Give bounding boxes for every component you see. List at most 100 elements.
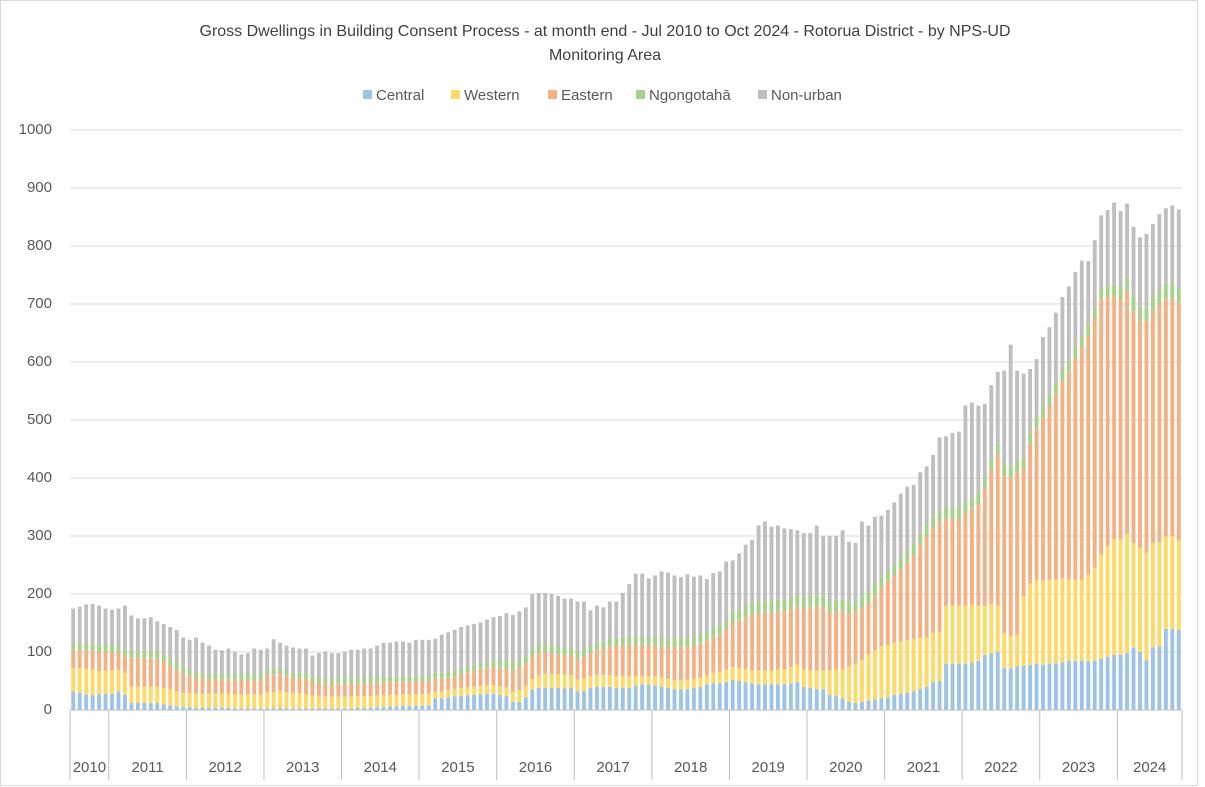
bar-segment — [562, 598, 567, 647]
bar-segment — [187, 693, 192, 708]
bar-segment — [1041, 406, 1045, 419]
bar-segment — [1047, 405, 1052, 580]
bar-segment — [801, 533, 806, 597]
bar-segment — [885, 569, 890, 582]
bar-segment — [1150, 296, 1155, 311]
bar-segment — [969, 604, 974, 663]
bar-segment — [982, 605, 987, 655]
x-tick-label: 2019 — [752, 759, 785, 776]
bar-segment — [969, 497, 974, 509]
x-tick-label: 2011 — [131, 759, 163, 776]
bar-segment — [569, 655, 573, 676]
bar-segment — [976, 660, 981, 710]
bar-segment — [1138, 306, 1142, 322]
bar-segment — [1118, 538, 1123, 655]
bar-segment — [763, 612, 767, 671]
bar-segment — [207, 645, 211, 674]
y-tick-label: 900 — [27, 179, 52, 196]
bar-segment — [1060, 381, 1065, 579]
bar-segment — [679, 638, 683, 648]
bar-segment — [730, 560, 735, 612]
bar-segment — [90, 603, 95, 644]
bar-segment — [931, 528, 936, 633]
bar-segment — [666, 678, 670, 688]
y-tick-label: 500 — [27, 411, 52, 428]
bar-segment — [666, 647, 670, 679]
bar-segment — [329, 678, 334, 684]
bar-segment — [297, 672, 302, 679]
bar-segment — [1099, 299, 1104, 555]
bar-segment — [627, 676, 632, 688]
bar-segment — [1053, 382, 1058, 394]
bar-segment — [401, 675, 405, 682]
bar-segment — [1002, 370, 1007, 466]
bar-segment — [892, 576, 897, 643]
bar-segment — [795, 530, 800, 596]
bar-segment — [620, 687, 625, 710]
bar-segment — [795, 664, 800, 683]
bar-segment — [1008, 668, 1013, 710]
bar-segment — [271, 708, 276, 710]
bar-segment — [646, 578, 651, 637]
bar-segment — [821, 670, 826, 690]
bar-segment — [1047, 393, 1052, 406]
bar-segment — [426, 639, 431, 676]
bar-segment — [123, 649, 127, 657]
bar-segment — [446, 690, 451, 698]
bar-segment — [569, 687, 573, 710]
bar-segment — [911, 555, 916, 640]
bar-segment — [310, 675, 315, 682]
bar-segment — [219, 679, 224, 694]
bar-segment — [375, 676, 380, 683]
bar-segment — [1092, 240, 1097, 307]
bar-segment — [879, 646, 884, 699]
bar-segment — [1047, 579, 1052, 664]
bar-segment — [847, 613, 851, 666]
bar-segment — [394, 694, 399, 707]
bar-segment — [1170, 298, 1175, 536]
bar-segment — [989, 653, 994, 710]
bar-segment — [937, 437, 942, 510]
bar-segment — [872, 699, 877, 710]
bar-segment — [601, 648, 606, 676]
bar-segment — [1170, 205, 1175, 284]
bar-segment — [847, 701, 851, 710]
bar-segment — [827, 694, 832, 710]
bar-segment — [963, 405, 968, 502]
bar-segment — [594, 642, 599, 651]
bar-segment — [368, 648, 373, 678]
bar-segment — [627, 687, 632, 710]
bar-segment — [161, 687, 166, 705]
bar-segment — [1131, 226, 1136, 297]
bar-segment — [336, 708, 341, 710]
bar-segment — [549, 674, 554, 688]
bar-segment — [103, 608, 108, 646]
bar-segment — [310, 695, 315, 709]
bar-segment — [1163, 536, 1168, 629]
bar-segment — [1015, 370, 1020, 461]
bar-segment — [1092, 567, 1097, 661]
bar-segment — [924, 466, 929, 525]
bar-segment — [401, 694, 405, 706]
bar-segment — [963, 501, 968, 513]
bar-segment — [931, 682, 936, 710]
bar-segment — [711, 672, 716, 684]
bar-segment — [957, 431, 961, 507]
bar-segment — [142, 657, 147, 687]
bar-segment — [646, 684, 651, 710]
bar-segment — [362, 683, 367, 697]
bar-segment — [1150, 310, 1155, 543]
bar-segment — [491, 666, 496, 686]
bar-segment — [426, 675, 431, 681]
bar-segment — [304, 708, 308, 710]
bar-segment — [459, 674, 464, 688]
bar-segment — [472, 624, 477, 665]
bar-segment — [614, 646, 619, 677]
bar-segment — [782, 528, 787, 600]
bar-segment — [788, 667, 793, 684]
bar-segment — [646, 676, 651, 685]
bar-segment — [310, 681, 315, 696]
bar-segment — [834, 696, 839, 710]
bar-segment — [698, 677, 703, 687]
bar-segment — [278, 690, 283, 709]
